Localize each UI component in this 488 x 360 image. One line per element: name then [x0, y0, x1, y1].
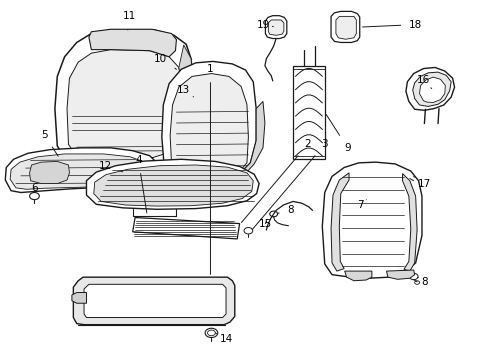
Circle shape: [163, 297, 173, 304]
Polygon shape: [419, 77, 445, 103]
Text: 14: 14: [215, 333, 232, 344]
Polygon shape: [5, 148, 157, 193]
Circle shape: [101, 297, 111, 304]
Text: 19: 19: [256, 19, 273, 30]
Text: 10: 10: [154, 54, 176, 69]
Text: 11: 11: [122, 12, 136, 30]
Polygon shape: [292, 66, 324, 158]
Text: 2: 2: [241, 139, 310, 222]
Polygon shape: [344, 271, 371, 281]
Text: 1: 1: [207, 64, 213, 274]
Polygon shape: [170, 73, 248, 176]
Polygon shape: [405, 67, 454, 111]
Polygon shape: [86, 159, 259, 209]
Polygon shape: [55, 30, 193, 163]
Polygon shape: [73, 277, 234, 325]
Text: 5: 5: [41, 130, 58, 156]
Polygon shape: [265, 16, 286, 39]
Polygon shape: [335, 17, 356, 39]
Text: 6: 6: [31, 183, 38, 193]
Text: 8: 8: [417, 277, 427, 287]
Polygon shape: [386, 270, 414, 279]
Text: 8: 8: [277, 205, 293, 215]
Polygon shape: [322, 162, 421, 278]
Polygon shape: [132, 217, 239, 239]
Text: 18: 18: [362, 19, 422, 30]
Polygon shape: [72, 293, 86, 303]
Polygon shape: [268, 20, 284, 35]
Circle shape: [148, 297, 158, 304]
Text: 12: 12: [99, 161, 122, 172]
Text: 17: 17: [413, 176, 430, 189]
Polygon shape: [67, 50, 182, 158]
Polygon shape: [412, 72, 450, 107]
Text: 15: 15: [258, 219, 271, 229]
Circle shape: [132, 297, 142, 304]
Circle shape: [117, 297, 126, 304]
Polygon shape: [84, 284, 225, 318]
Circle shape: [195, 297, 204, 304]
Text: 4: 4: [135, 156, 146, 213]
Polygon shape: [89, 29, 176, 57]
Text: 7: 7: [356, 200, 366, 210]
Circle shape: [179, 297, 189, 304]
Polygon shape: [30, 161, 69, 184]
Text: 13: 13: [177, 85, 193, 97]
Text: 3: 3: [252, 139, 327, 230]
Polygon shape: [10, 154, 151, 189]
Polygon shape: [162, 62, 256, 179]
Polygon shape: [94, 165, 253, 206]
Polygon shape: [330, 12, 359, 42]
Text: 16: 16: [416, 75, 431, 89]
Polygon shape: [402, 174, 416, 271]
Polygon shape: [240, 102, 264, 175]
Text: 9: 9: [325, 114, 350, 153]
Polygon shape: [168, 45, 193, 154]
Polygon shape: [330, 173, 348, 271]
